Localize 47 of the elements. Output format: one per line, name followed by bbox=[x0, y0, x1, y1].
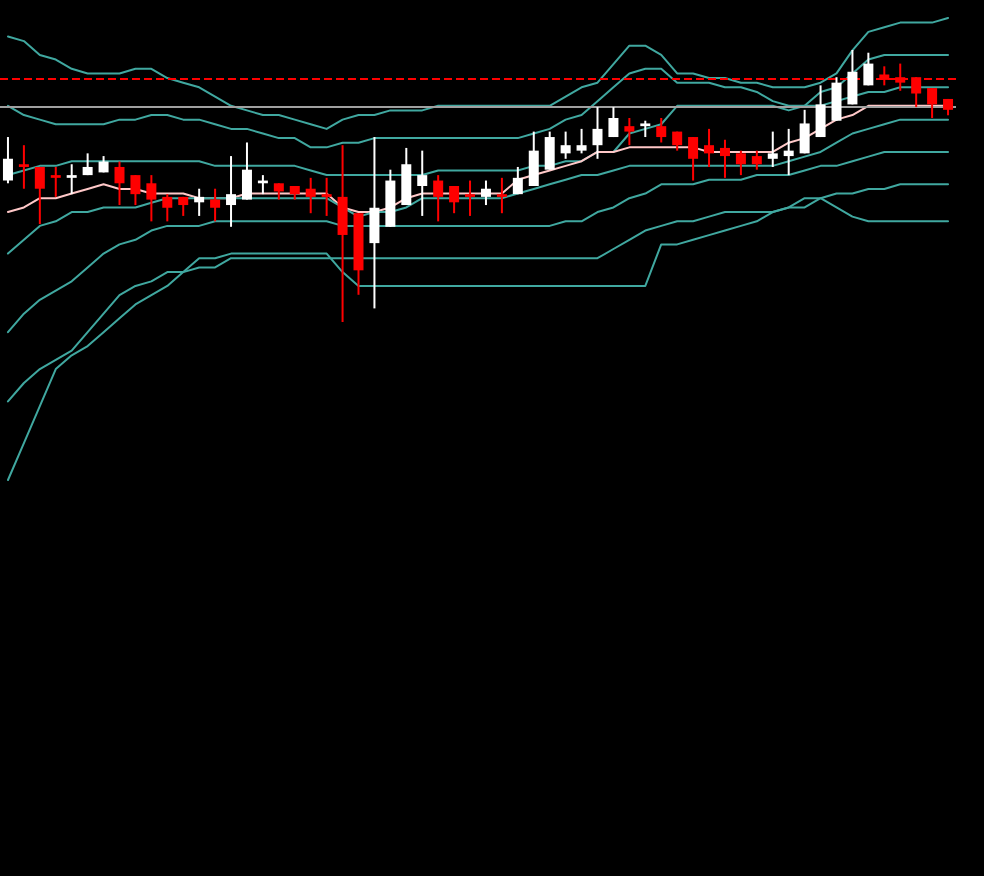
candlestick bbox=[656, 117, 667, 144]
candlestick bbox=[465, 179, 476, 217]
candlestick bbox=[735, 149, 746, 177]
candlestick bbox=[512, 165, 523, 196]
candlestick bbox=[688, 136, 699, 182]
candlestick bbox=[815, 84, 826, 139]
candlestick bbox=[130, 174, 141, 207]
candlestick bbox=[927, 87, 938, 119]
candlestick bbox=[528, 130, 539, 187]
candlestick bbox=[226, 155, 237, 228]
candlestick bbox=[417, 149, 428, 217]
candlestick bbox=[162, 193, 173, 223]
candlestick bbox=[799, 108, 810, 155]
candlestick bbox=[624, 117, 635, 147]
candlestick bbox=[385, 168, 396, 228]
candlestick bbox=[305, 176, 316, 215]
candlestick bbox=[831, 76, 842, 122]
candlestick bbox=[783, 127, 794, 177]
candlestick bbox=[544, 130, 555, 171]
candlestick bbox=[210, 187, 221, 223]
candlestick bbox=[847, 49, 858, 106]
candlestick bbox=[401, 146, 412, 207]
candlestick bbox=[2, 136, 13, 185]
candlestick bbox=[592, 106, 603, 160]
candlestick bbox=[18, 144, 29, 190]
candlestick bbox=[241, 141, 252, 201]
candlestick bbox=[50, 165, 61, 198]
candlestick bbox=[863, 51, 874, 87]
candlestick bbox=[369, 136, 380, 310]
candlestick bbox=[449, 185, 460, 215]
candlestick bbox=[321, 176, 332, 217]
candlestick bbox=[576, 127, 587, 155]
candlestick bbox=[608, 106, 619, 139]
candlestick bbox=[480, 179, 491, 207]
candlestick bbox=[719, 138, 730, 179]
candlestick bbox=[704, 127, 715, 168]
candlestick bbox=[114, 160, 125, 207]
candlestick bbox=[337, 144, 348, 323]
candlestick bbox=[433, 174, 444, 223]
candlestick bbox=[66, 163, 77, 196]
candlestick bbox=[767, 130, 778, 168]
candlestick bbox=[751, 149, 762, 171]
candlestick bbox=[194, 187, 205, 217]
candlestick bbox=[34, 165, 45, 226]
candlestick bbox=[496, 176, 507, 215]
candlestick bbox=[146, 174, 157, 223]
candlestick bbox=[560, 130, 571, 160]
